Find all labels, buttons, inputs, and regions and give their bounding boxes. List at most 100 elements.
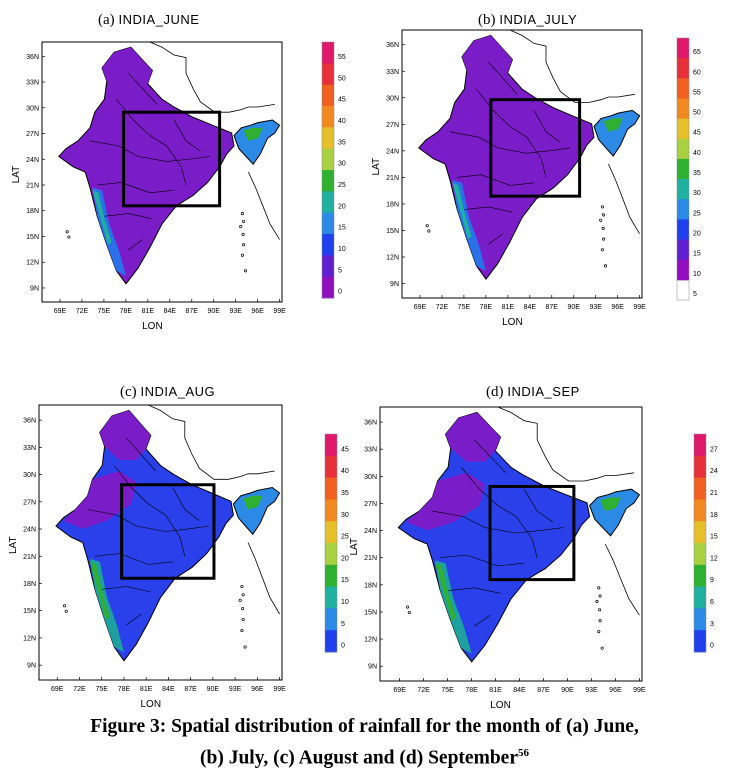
west-coast-peak	[452, 182, 472, 239]
colorbar-tick-label: 50	[693, 110, 701, 117]
colorbar-tick-label: 40	[341, 468, 349, 475]
y-tick-label: 9N	[368, 664, 377, 671]
colorbar-swatch	[694, 630, 706, 653]
x-tick-label: 69E	[414, 304, 427, 311]
colorbar-tick-label: 12	[710, 555, 718, 562]
x-tick-label: 81E	[140, 686, 153, 693]
colorbar-tick-label: 35	[338, 139, 346, 146]
colorbar-tick-label: 0	[338, 289, 342, 296]
x-tick-label: 90E	[207, 308, 220, 315]
y-tick-label: 21N	[386, 175, 399, 182]
y-tick-label: 36N	[386, 42, 399, 49]
caption-line-2: (b) July, (c) August and (d) September56	[0, 740, 729, 772]
northeast-wet-patch	[603, 118, 623, 132]
y-axis-label: LAT	[11, 166, 22, 184]
panel-letter: (b)	[478, 12, 496, 28]
colorbar-tick-label: 0	[341, 643, 345, 650]
x-tick-label: 72E	[436, 304, 449, 311]
north-region	[99, 410, 151, 460]
y-tick-label: 18N	[26, 208, 39, 215]
map-plot: 69E 72E 75E 78E 81E 84E 87E 90E 93E 96E 99E 36N 33N 3…	[371, 29, 701, 328]
caption-line-1: Figure 3: Spatial distribution of rainfa…	[90, 716, 639, 737]
colorbar-swatch	[325, 499, 337, 522]
colorbar-tick-label: 15	[693, 251, 701, 258]
colorbar-frame	[676, 37, 690, 301]
x-tick-label: 81E	[142, 308, 155, 315]
coastline	[148, 404, 275, 480]
y-tick-label: 21N	[26, 183, 39, 190]
map-plot: 69E 72E 75E 78E 81E 84E 87E 90E 93E 96E 99E 36N 33N 3…	[349, 406, 718, 711]
north-region	[102, 47, 153, 94]
panel-letter: (a)	[98, 12, 115, 28]
coastline	[608, 163, 640, 234]
island	[238, 598, 242, 602]
colorbar-tick-label: 30	[693, 190, 701, 197]
y-tick-label: 18N	[364, 582, 377, 589]
x-tick-label: 87E	[537, 687, 550, 694]
colorbar-swatch	[677, 98, 689, 120]
x-tick-label: 84E	[162, 686, 175, 693]
state-boundary	[173, 119, 201, 152]
colorbar-tick-label: 40	[338, 118, 346, 125]
colorbar-tick-label: 25	[341, 534, 349, 541]
state-boundary	[440, 554, 525, 567]
colorbar-tick-label: 27	[710, 446, 718, 453]
colorbar-tick-label: 5	[693, 291, 697, 298]
island	[64, 609, 68, 613]
y-tick-label: 18N	[386, 201, 399, 208]
x-tick-label: 99E	[273, 686, 286, 693]
colorbar-swatch	[325, 564, 337, 588]
state-boundary	[523, 489, 554, 523]
y-tick-label: 24N	[386, 148, 399, 155]
island	[241, 232, 245, 236]
island	[602, 213, 606, 217]
x-tick-label: 78E	[120, 308, 133, 315]
colorbar-tick-label: 30	[338, 161, 346, 168]
x-tick-label: 96E	[611, 304, 624, 311]
colorbar-swatch	[694, 608, 706, 631]
state-boundary	[460, 467, 538, 558]
state-boundary	[102, 586, 151, 593]
colorbar-tick-label: 10	[341, 599, 349, 606]
colorbar-tick-label: 15	[341, 577, 349, 584]
island	[243, 269, 248, 273]
state-boundary	[104, 213, 153, 220]
colorbar-swatch	[322, 127, 334, 150]
colorbar-tick-label: 5	[338, 267, 342, 274]
colorbar-tick-label: 60	[693, 69, 701, 76]
island	[67, 235, 71, 239]
north-region	[445, 412, 501, 462]
y-tick-label: 27N	[386, 122, 399, 129]
colorbar-tick-label: 0	[710, 643, 714, 650]
colorbar-swatch	[677, 179, 689, 200]
colorbar-swatch	[694, 499, 706, 522]
colorbar-tick-label: 45	[693, 130, 701, 137]
y-tick-label: 12N	[23, 635, 36, 642]
x-tick-label: 75E	[441, 687, 454, 694]
state-boundary	[89, 140, 211, 162]
colorbar-swatch	[677, 199, 689, 220]
state-boundary	[126, 613, 142, 626]
x-tick-label: 90E	[207, 686, 220, 693]
colorbar-tick-label: 30	[341, 512, 349, 519]
coastline	[497, 406, 635, 482]
colorbar-swatch	[325, 434, 337, 457]
island	[240, 628, 244, 633]
x-tick-label: 75E	[95, 686, 108, 693]
island	[65, 230, 69, 234]
state-boundary	[449, 131, 571, 154]
x-tick-label: 84E	[513, 687, 526, 694]
colorbar-swatch	[322, 234, 334, 256]
colorbar-swatch	[677, 259, 689, 281]
colorbar-tick-label: 3	[710, 621, 714, 628]
colorbar-swatch	[325, 477, 337, 500]
colorbar-tick-label: 6	[710, 599, 714, 606]
coastline	[509, 29, 635, 103]
island	[427, 229, 431, 233]
colorbar-tick-label: 18	[710, 512, 718, 519]
state-boundary	[474, 614, 491, 627]
y-tick-label: 24N	[23, 527, 36, 534]
x-axis-label: LON	[140, 699, 161, 710]
y-axis-label: LAT	[8, 536, 19, 554]
colorbar-swatch	[322, 148, 334, 171]
